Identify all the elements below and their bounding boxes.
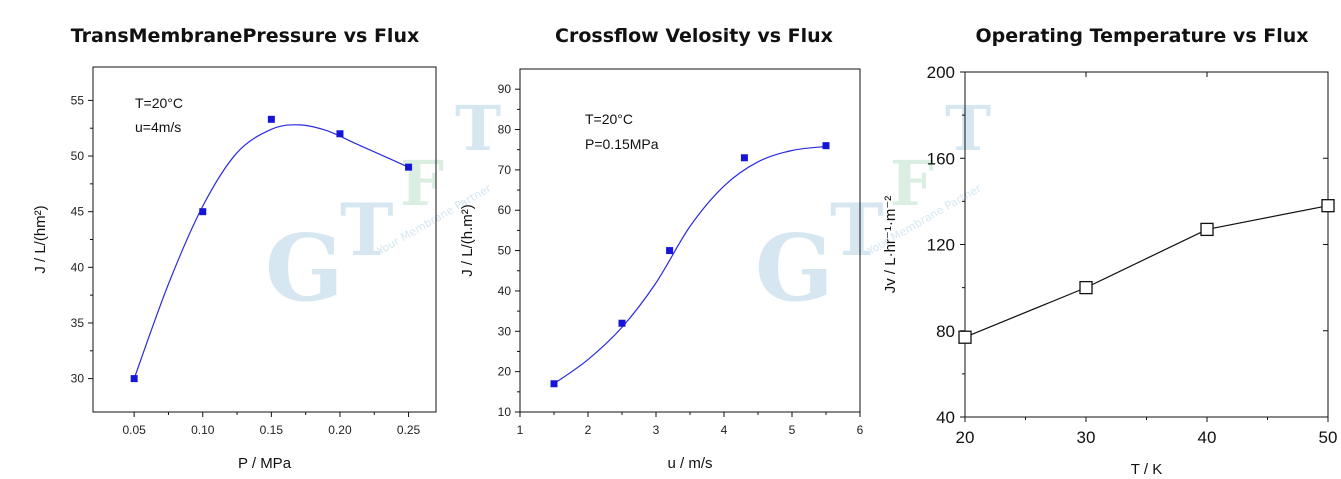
x-tick-label: 0.05 (122, 423, 146, 437)
x-tick-label: 6 (857, 423, 864, 437)
data-point (740, 154, 748, 162)
x-tick-label: 40 (1198, 428, 1217, 447)
x-tick-label: 3 (653, 423, 660, 437)
data-point (1321, 199, 1335, 213)
x-tick-label: 20 (956, 428, 975, 447)
data-point (666, 247, 674, 255)
watermark-letter: F (400, 147, 444, 220)
watermark-letter: F (890, 147, 934, 220)
x-tick-label: 30 (1077, 428, 1096, 447)
watermark-letter: G (755, 214, 834, 322)
y-tick-label: 80 (498, 123, 512, 137)
x-axis-label: u / m/s (667, 455, 712, 472)
y-axis-label: Jv / L·hr⁻¹·m⁻² (882, 196, 899, 294)
data-point (336, 130, 344, 138)
plot-frame (964, 71, 1329, 418)
chart-3: Operating Temperature vs Flux 20 30 40 50 40 8… (882, 25, 1337, 478)
chart-1: TransMembranePressure vs Flux 0.05 0.10 0.1… (32, 25, 437, 472)
y-tick-label: 160 (927, 149, 955, 168)
data-point (267, 115, 275, 123)
y-tick-label: 60 (498, 203, 512, 217)
x-tick-label: 50 (1319, 428, 1338, 447)
y-tick-label: 10 (498, 405, 512, 419)
y-tick-label: 30 (498, 324, 512, 338)
annotation: P=0.15MPa (585, 136, 659, 152)
x-tick-label: 0.10 (191, 423, 215, 437)
x-tick-label: 1 (517, 423, 524, 437)
y-tick-label: 40 (71, 260, 85, 274)
data-point (130, 375, 138, 383)
fit-curve (133, 124, 409, 379)
data-point (550, 380, 558, 388)
chart-title: Operating Temperature vs Flux (975, 25, 1308, 47)
data-point (1200, 222, 1214, 237)
y-tick-label: 40 (498, 284, 512, 298)
y-tick-label: 50 (498, 244, 512, 258)
y-axis-label: J / L/(h.m²) (459, 204, 476, 277)
watermark-letter: T (830, 187, 884, 272)
y-tick-label: 80 (936, 322, 955, 341)
y-axis-label: J / L/(hm²) (32, 205, 49, 273)
data-point (405, 163, 413, 171)
annotation: T=20°C (135, 95, 183, 111)
y-tick-label: 40 (936, 408, 955, 427)
fit-curve (553, 145, 827, 385)
x-tick-label: 0.25 (397, 423, 421, 437)
y-tick-label: 55 (71, 93, 85, 107)
y-tick-label: 90 (498, 82, 512, 96)
data-point (199, 208, 207, 216)
x-tick-label: 2 (585, 423, 592, 437)
chart-title: TransMembranePressure vs Flux (71, 25, 419, 47)
annotation: T=20°C (585, 111, 633, 127)
y-tick-label: 20 (498, 365, 512, 379)
y-tick-label: 35 (71, 316, 85, 330)
chart-2: Crossflow Velosity vs Flux 1 2 3 4 5 6 10 20 30 40… (459, 25, 864, 472)
y-tick-label: 50 (71, 149, 85, 163)
watermark-letter: T (455, 92, 501, 165)
y-tick-label: 120 (927, 236, 955, 255)
data-point (1079, 280, 1093, 295)
x-tick-label: 4 (721, 423, 728, 437)
x-tick-label: 0.15 (260, 423, 284, 437)
x-tick-label: 5 (789, 423, 796, 437)
y-tick-label: 70 (498, 163, 512, 177)
x-axis-label: P / MPa (238, 455, 292, 472)
x-axis-label: T / K (1131, 461, 1162, 478)
watermark-letter: G (265, 214, 344, 322)
chart-title: Crossflow Velosity vs Flux (555, 25, 833, 47)
watermark-letter: T (340, 187, 394, 272)
x-tick-label: 0.20 (328, 423, 352, 437)
series-line (964, 205, 1329, 338)
annotation: u=4m/s (135, 119, 181, 135)
y-tick-label: 45 (71, 205, 85, 219)
data-point (618, 319, 626, 327)
data-point (822, 142, 830, 150)
watermark-letter: T (945, 92, 991, 165)
y-tick-label: 30 (71, 372, 85, 386)
data-point (958, 330, 972, 344)
y-tick-label: 200 (927, 63, 955, 82)
